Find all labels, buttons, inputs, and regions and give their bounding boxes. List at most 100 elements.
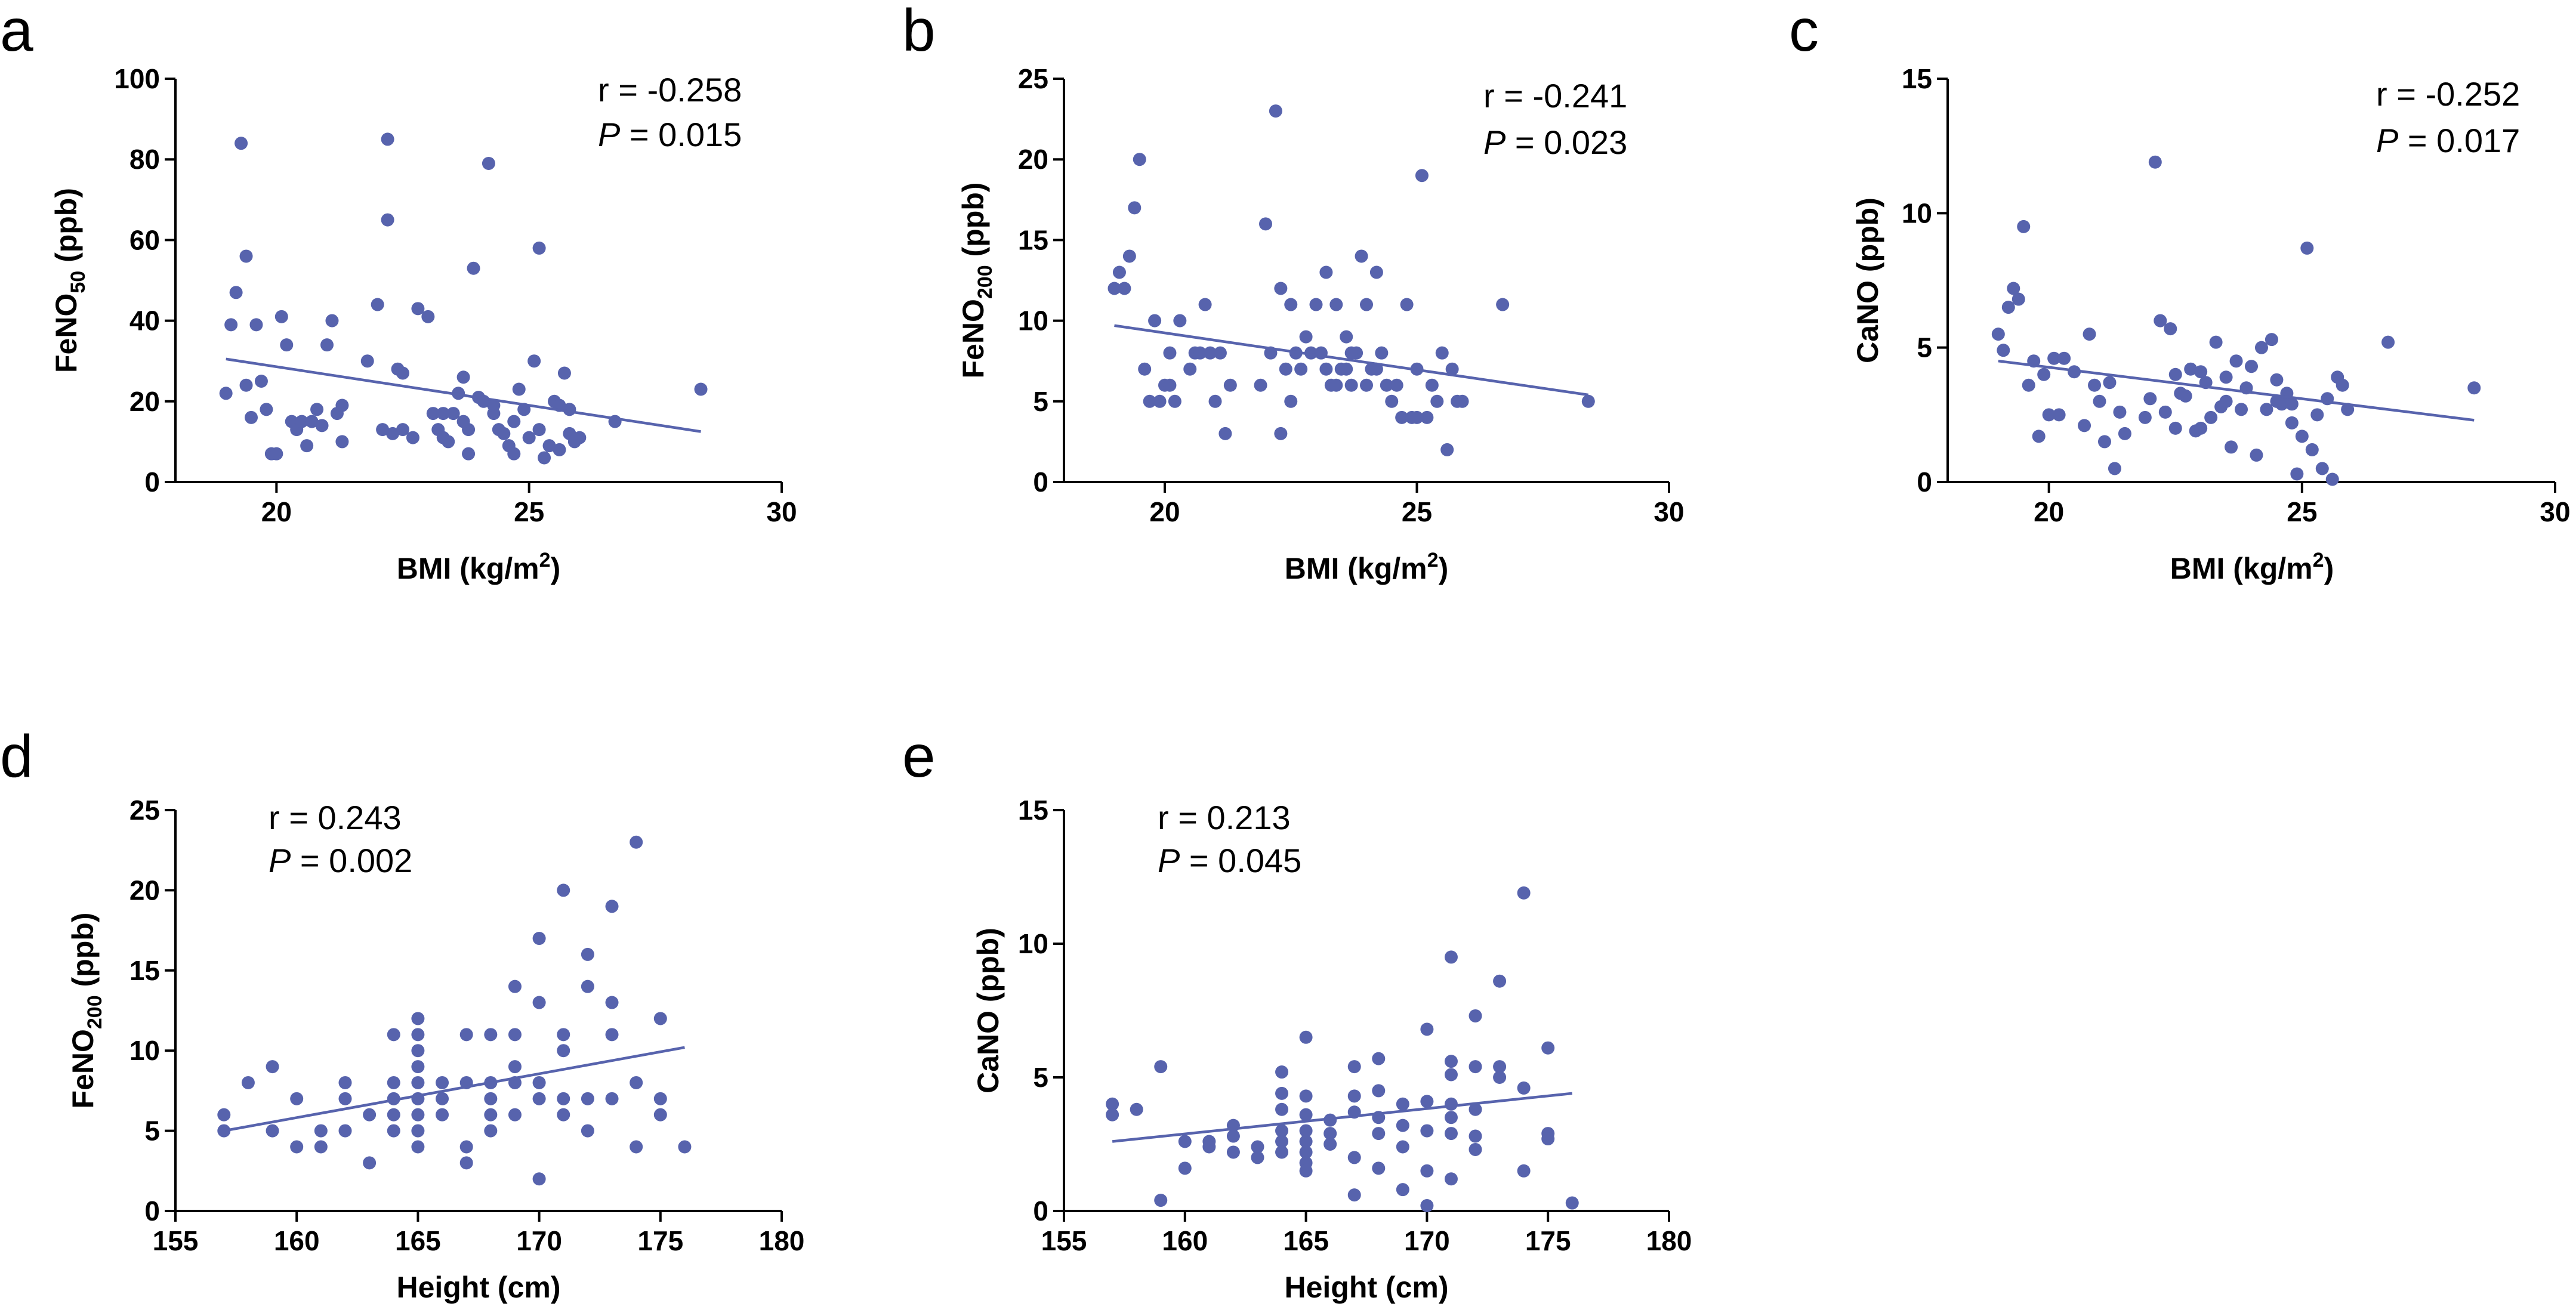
data-point <box>2057 351 2071 365</box>
stat-p-value: P = 0.023 <box>1483 123 1627 161</box>
data-point <box>1496 298 1510 311</box>
data-point <box>2285 416 2299 430</box>
data-point <box>2225 440 2238 454</box>
data-point <box>381 213 394 227</box>
data-points <box>1106 886 1579 1213</box>
data-point <box>1581 394 1595 408</box>
data-point <box>1493 974 1507 988</box>
x-tick-label: 175 <box>637 1225 683 1256</box>
data-point <box>1997 344 2010 357</box>
data-point <box>630 835 643 849</box>
data-point <box>411 1012 425 1025</box>
data-point <box>2270 373 2284 387</box>
data-point <box>239 378 253 392</box>
y-tick-label: 5 <box>1033 386 1048 417</box>
data-point <box>1275 1086 1289 1100</box>
data-point <box>653 1092 667 1105</box>
data-point <box>482 156 495 170</box>
data-point <box>1284 298 1298 311</box>
y-tick-label: 0 <box>1033 466 1048 498</box>
data-point <box>335 398 349 412</box>
stat-p-label: P <box>2376 122 2398 159</box>
data-point <box>280 338 294 352</box>
data-point <box>2219 394 2233 408</box>
regression-line <box>223 1046 685 1132</box>
data-point <box>315 419 329 432</box>
data-point <box>290 1140 304 1154</box>
data-point <box>2325 472 2339 486</box>
data-point <box>507 415 521 428</box>
data-point <box>1299 1089 1313 1103</box>
data-point <box>396 423 409 437</box>
data-point <box>254 375 268 388</box>
data-point <box>538 451 551 465</box>
data-point <box>245 410 258 424</box>
data-point <box>1455 394 1469 408</box>
data-point <box>532 241 546 255</box>
data-point <box>363 1108 377 1121</box>
x-tick-label: 155 <box>153 1225 199 1256</box>
data-point <box>1360 298 1373 311</box>
data-point <box>1469 1009 1482 1022</box>
data-point <box>1415 169 1429 183</box>
data-point <box>1396 1119 1409 1132</box>
data-point <box>1444 1097 1458 1111</box>
data-point <box>239 249 253 263</box>
data-point <box>338 1092 352 1105</box>
data-point <box>2245 360 2258 373</box>
data-point <box>1469 1102 1482 1116</box>
data-point <box>1299 1145 1313 1159</box>
data-point <box>411 1076 425 1089</box>
data-point <box>508 1060 522 1074</box>
data-point <box>436 1092 449 1105</box>
data-point <box>1284 394 1298 408</box>
y-tick-label: 0 <box>144 466 160 498</box>
stat-p-number: = 0.017 <box>2398 122 2520 159</box>
x-axis-title-main: BMI (kg/m <box>1285 552 1427 585</box>
stat-r-value: r = -0.258 <box>598 71 742 109</box>
data-point <box>1396 1097 1409 1111</box>
data-point <box>1347 1060 1361 1074</box>
data-point <box>426 407 440 421</box>
data-point <box>1444 1055 1458 1068</box>
data-point <box>2254 341 2268 354</box>
data-point <box>532 996 546 1009</box>
data-point <box>290 1092 304 1105</box>
x-tick-label: 20 <box>2034 496 2064 527</box>
data-point <box>1148 314 1162 328</box>
data-point <box>436 1076 449 1089</box>
y-tick-label: 10 <box>1018 305 1048 336</box>
data-point <box>411 1060 425 1074</box>
stat-r-value: r = -0.241 <box>1483 77 1627 115</box>
data-point <box>694 382 708 396</box>
x-tick-label: 155 <box>1041 1225 1087 1256</box>
data-point <box>1324 1113 1337 1127</box>
y-axis-title: FeNO200 (ppb) <box>66 913 106 1109</box>
data-point <box>1275 1135 1289 1148</box>
stat-p-value: P = 0.045 <box>1158 842 1301 879</box>
data-point <box>1541 1132 1555 1146</box>
data-point <box>2467 381 2481 395</box>
data-point <box>1275 1065 1289 1079</box>
data-point <box>1299 330 1313 344</box>
data-point <box>1319 265 1333 279</box>
data-point <box>2093 394 2106 408</box>
data-point <box>467 261 480 275</box>
y-tick-label: 25 <box>129 795 160 826</box>
data-point <box>532 932 546 946</box>
data-point <box>1294 362 1308 376</box>
data-point <box>653 1108 667 1121</box>
data-point <box>1469 1129 1482 1143</box>
x-tick-label: 30 <box>2540 496 2570 527</box>
data-point <box>1444 950 1458 964</box>
data-point <box>1259 217 1272 231</box>
data-point <box>2158 405 2172 419</box>
data-point <box>1269 104 1282 118</box>
data-point <box>314 1124 328 1138</box>
data-point <box>2078 419 2091 432</box>
data-point <box>2022 378 2035 392</box>
data-point <box>1375 346 1389 360</box>
data-point <box>1299 1108 1313 1121</box>
data-point <box>2168 421 2182 435</box>
